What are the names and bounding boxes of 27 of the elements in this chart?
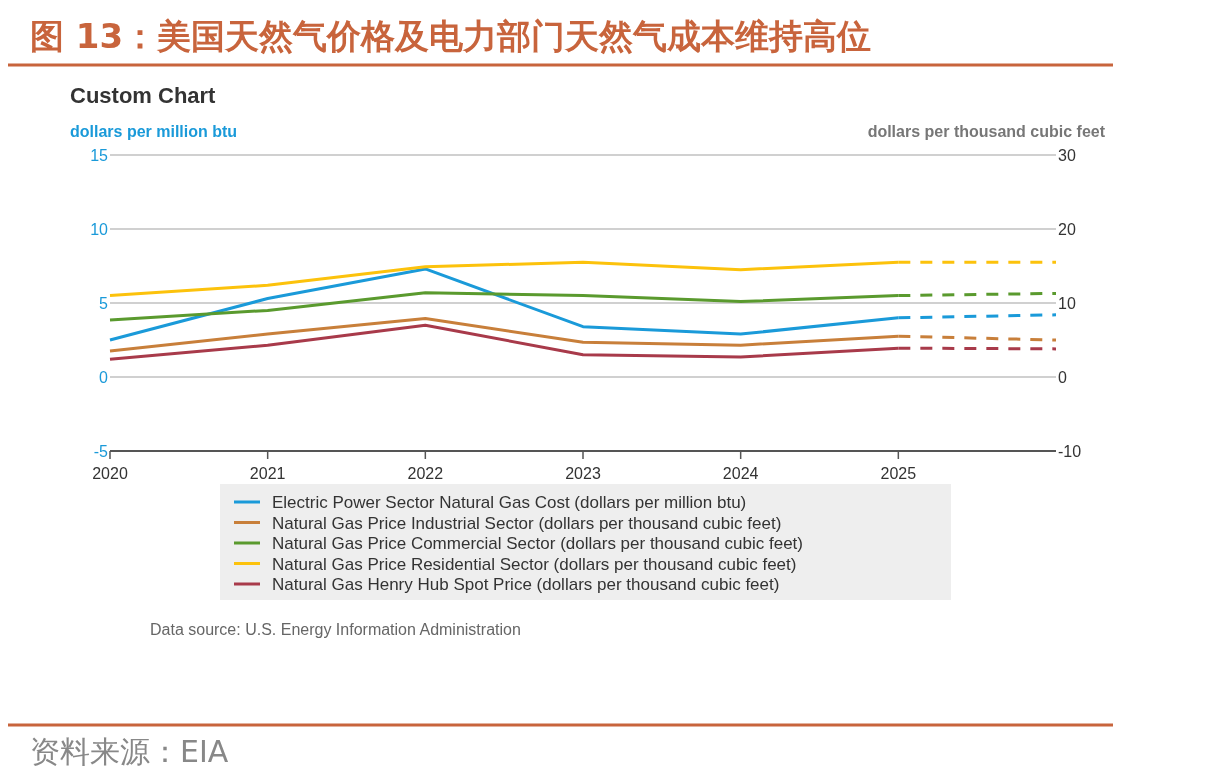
legend-label: Natural Gas Price Residential Sector (dollars per thousand cubic feet) (272, 554, 797, 574)
x-tick-label: 2023 (565, 465, 601, 482)
y2-tick-label: -10 (1058, 443, 1082, 460)
legend-label: Electric Power Sector Natural Gas Cost (dollars per million btu) (272, 493, 747, 512)
source-note: Data source: U.S. Energy Information Administration (150, 621, 521, 638)
y-tick-label: 0 (99, 369, 109, 386)
y2-axis-title: dollars per thousand cubic feet (867, 123, 1106, 140)
x-tick-label: 2024 (722, 465, 759, 482)
y2-tick-label: 30 (1058, 147, 1076, 164)
y2-tick-label: 0 (1058, 369, 1067, 386)
legend-label: Natural Gas Henry Hub Spot Price (dollars per thousand cubic feet) (272, 575, 780, 594)
chart-title: 图 13：美国天然气价格及电力部门天然气成本维持高位 (30, 16, 872, 56)
y-tick-label: 10 (90, 221, 109, 238)
x-tick-label: 2022 (407, 465, 444, 482)
x-tick-label: 2025 (880, 465, 917, 482)
x-tick-label: 2020 (92, 465, 128, 482)
y-tick-label: 15 (90, 147, 109, 164)
legend-label: Natural Gas Price Industrial Sector (dollars per thousand cubic feet) (272, 513, 782, 533)
y-axis-title: dollars per million btu (70, 123, 238, 140)
y-tick-label: -5 (93, 443, 109, 460)
y-tick-label: 5 (99, 295, 109, 312)
x-tick-label: 2021 (249, 465, 286, 482)
y2-tick-label: 20 (1058, 221, 1076, 238)
legend-label: Natural Gas Price Commercial Sector (dollars per thousand cubic feet) (272, 534, 803, 553)
chart-subtitle: Custom Chart (70, 83, 217, 108)
text: 资料来源：EIA (30, 734, 229, 769)
y2-tick-label: 10 (1058, 295, 1076, 312)
